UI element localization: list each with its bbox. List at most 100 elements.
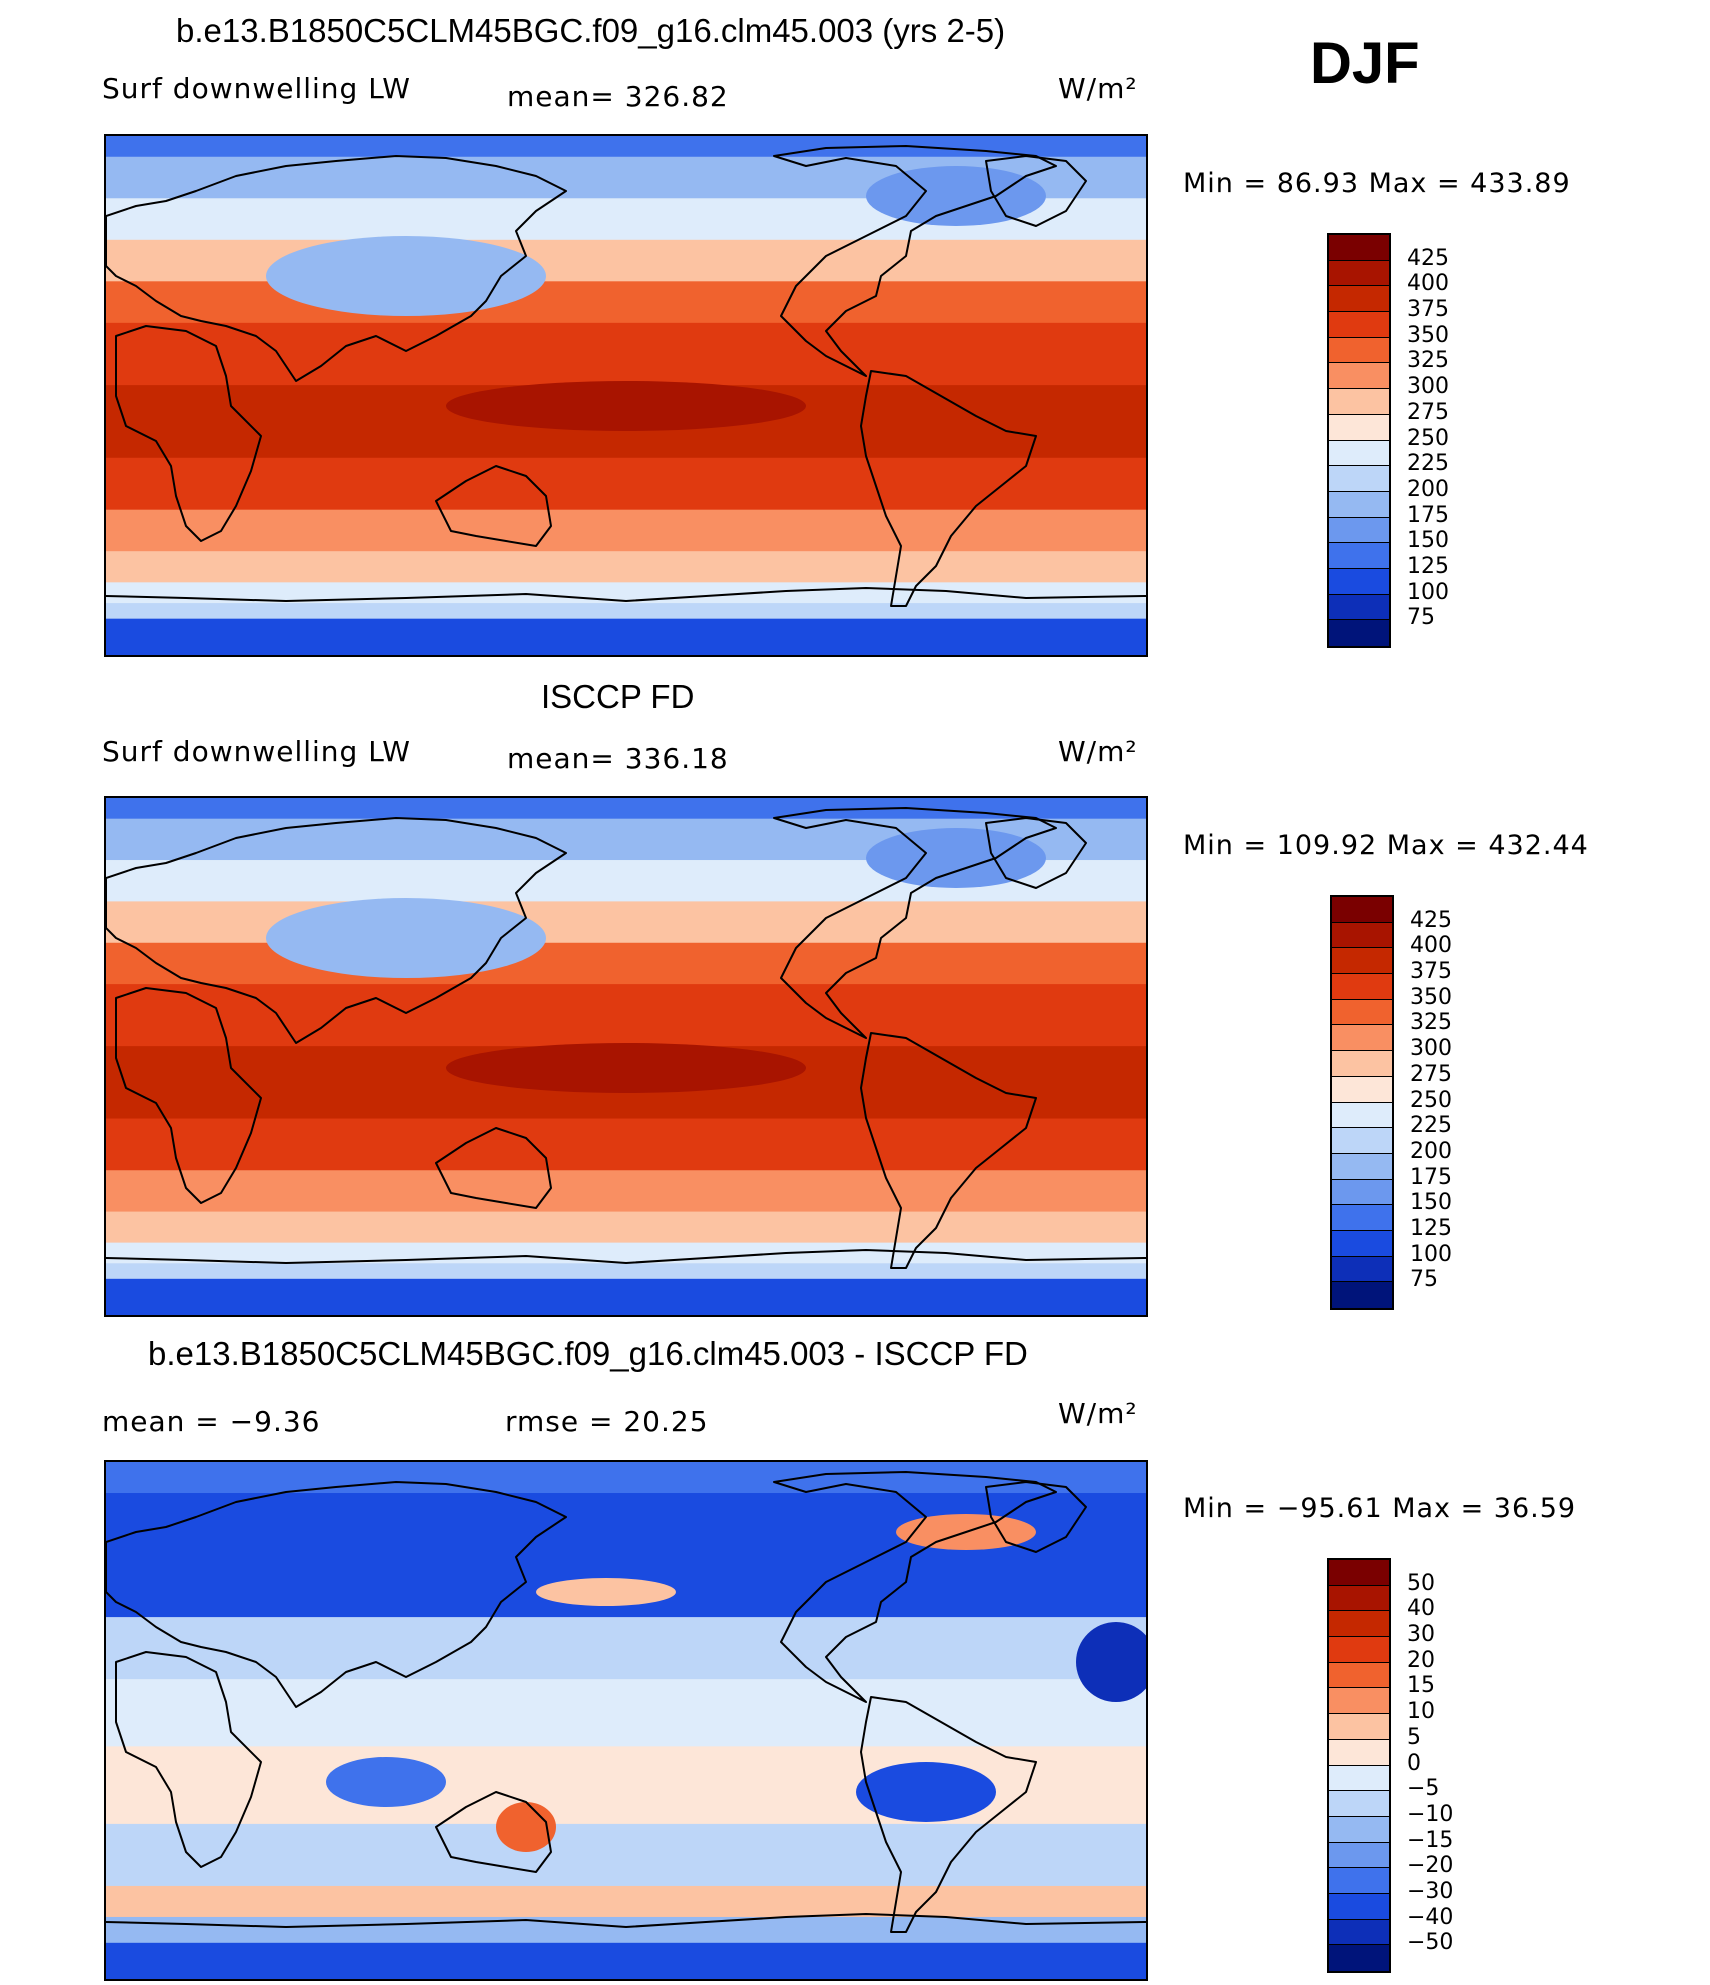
panel-1-units: W/m² — [1058, 72, 1138, 105]
colorbar-swatch — [1329, 414, 1389, 441]
colorbar-label: 300 — [1410, 1036, 1452, 1062]
colorbar-swatch — [1329, 440, 1389, 467]
colorbar-swatch — [1329, 1791, 1389, 1817]
colorbar-label: 100 — [1410, 1241, 1452, 1267]
colorbar-label: 200 — [1410, 1138, 1452, 1164]
colorbar-swatch — [1329, 620, 1389, 646]
colorbar-label: 40 — [1407, 1596, 1435, 1622]
panel-3-map — [104, 1460, 1148, 1981]
colorbar-swatch — [1332, 1256, 1392, 1283]
colorbar-label: 225 — [1407, 451, 1449, 477]
panel-1-mean-label: mean= 326.82 — [507, 80, 729, 113]
colorbar-swatch — [1332, 1205, 1392, 1231]
colorbar-swatch — [1329, 260, 1389, 287]
colorbar-swatch — [1329, 568, 1389, 595]
panel-1-map — [104, 134, 1148, 657]
panel-2-map — [104, 796, 1148, 1317]
colorbar-swatch — [1332, 1153, 1392, 1180]
colorbar-swatch — [1329, 1714, 1389, 1740]
panel-2-left-label: Surf downwelling LW — [102, 735, 411, 768]
panel-3-minmax: Min = −95.61 Max = 36.59 — [1183, 1493, 1577, 1524]
colorbar-label: 350 — [1407, 322, 1449, 348]
colorbar-swatch — [1332, 1179, 1392, 1206]
colorbar-swatch — [1332, 1230, 1392, 1257]
colorbar-swatch — [1329, 337, 1389, 364]
colorbar-swatch — [1329, 517, 1389, 544]
colorbar-swatch — [1329, 1662, 1389, 1689]
colorbar-label: 125 — [1407, 553, 1449, 579]
colorbar-swatch — [1329, 1893, 1389, 1920]
colorbar-swatch — [1332, 922, 1392, 949]
colorbar-swatch — [1329, 491, 1389, 518]
colorbar-label: 5 — [1407, 1724, 1421, 1750]
panel-2-minmax: Min = 109.92 Max = 432.44 — [1183, 830, 1589, 861]
colorbar-label: 125 — [1410, 1215, 1452, 1241]
colorbar-label: 400 — [1407, 271, 1449, 297]
colorbar-label: 20 — [1407, 1647, 1435, 1673]
colorbar-label: 300 — [1407, 374, 1449, 400]
colorbar-label: −50 — [1407, 1930, 1454, 1956]
colorbar-label: 50 — [1407, 1570, 1435, 1596]
colorbar-label: 175 — [1407, 502, 1449, 528]
colorbar-swatch — [1332, 1102, 1392, 1129]
colorbar-swatch — [1332, 897, 1392, 923]
colorbar-label: −15 — [1407, 1827, 1454, 1853]
panel-1-title: b.e13.B1850C5CLM45BGC.f09_g16.clm45.003 … — [176, 12, 1006, 49]
colorbar-label: −5 — [1407, 1776, 1440, 1802]
colorbar-swatch — [1329, 594, 1389, 621]
colorbar-label: 30 — [1407, 1622, 1435, 1648]
panel-3-title: b.e13.B1850C5CLM45BGC.f09_g16.clm45.003 … — [148, 1335, 1028, 1372]
panel-2-title: ISCCP FD — [541, 678, 695, 715]
colorbar-label: 400 — [1410, 933, 1452, 959]
panel-3-mean-label: mean = −9.36 — [102, 1405, 321, 1438]
colorbar-label: −10 — [1407, 1801, 1454, 1827]
colorbar-label: 175 — [1410, 1164, 1452, 1190]
colorbar-label: 425 — [1410, 907, 1452, 933]
colorbar-swatch — [1329, 389, 1389, 415]
colorbar-label: 225 — [1410, 1113, 1452, 1139]
colorbar-label: 425 — [1407, 245, 1449, 271]
colorbar-label: 0 — [1407, 1750, 1421, 1776]
colorbar-label: 275 — [1410, 1061, 1452, 1087]
colorbar-label: 325 — [1410, 1010, 1452, 1036]
colorbar-swatch — [1332, 1051, 1392, 1077]
colorbar-label: 275 — [1407, 399, 1449, 425]
colorbar-swatch — [1332, 948, 1392, 975]
panel-2-units: W/m² — [1058, 735, 1138, 768]
colorbar-swatch — [1332, 1128, 1392, 1154]
colorbar-label: −40 — [1407, 1904, 1454, 1930]
colorbar-swatch — [1329, 1560, 1389, 1586]
colorbar-swatch — [1329, 363, 1389, 390]
colorbar-swatch — [1329, 1637, 1389, 1663]
colorbar-swatch — [1332, 974, 1392, 1000]
panel-2-mean-label: mean= 336.18 — [507, 742, 729, 775]
colorbar-label: 75 — [1410, 1267, 1438, 1293]
colorbar-label: 150 — [1410, 1190, 1452, 1216]
colorbar-label: 325 — [1407, 348, 1449, 374]
colorbar-label: 375 — [1410, 959, 1452, 985]
panel-3-colorbar — [1327, 1558, 1391, 1973]
panel-2-colorbar — [1330, 895, 1394, 1310]
colorbar-swatch — [1329, 1945, 1389, 1971]
colorbar-swatch — [1332, 1076, 1392, 1103]
panel-1-left-label: Surf downwelling LW — [102, 72, 411, 105]
panel-3-units: W/m² — [1058, 1397, 1138, 1430]
colorbar-label: 375 — [1407, 297, 1449, 323]
colorbar-label: −20 — [1407, 1853, 1454, 1879]
colorbar-label: 75 — [1407, 605, 1435, 631]
colorbar-swatch — [1329, 1816, 1389, 1843]
colorbar-swatch — [1329, 1842, 1389, 1869]
colorbar-swatch — [1329, 286, 1389, 313]
panel-1-colorbar — [1327, 233, 1391, 648]
colorbar-swatch — [1332, 999, 1392, 1026]
colorbar-label: 10 — [1407, 1699, 1435, 1725]
colorbar-swatch — [1329, 312, 1389, 338]
colorbar-swatch — [1329, 466, 1389, 492]
colorbar-swatch — [1329, 1585, 1389, 1612]
colorbar-swatch — [1332, 1025, 1392, 1052]
colorbar-swatch — [1329, 543, 1389, 569]
panel-1-minmax: Min = 86.93 Max = 433.89 — [1183, 168, 1571, 199]
colorbar-label: 15 — [1407, 1673, 1435, 1699]
colorbar-swatch — [1329, 1765, 1389, 1792]
colorbar-label: 350 — [1410, 984, 1452, 1010]
